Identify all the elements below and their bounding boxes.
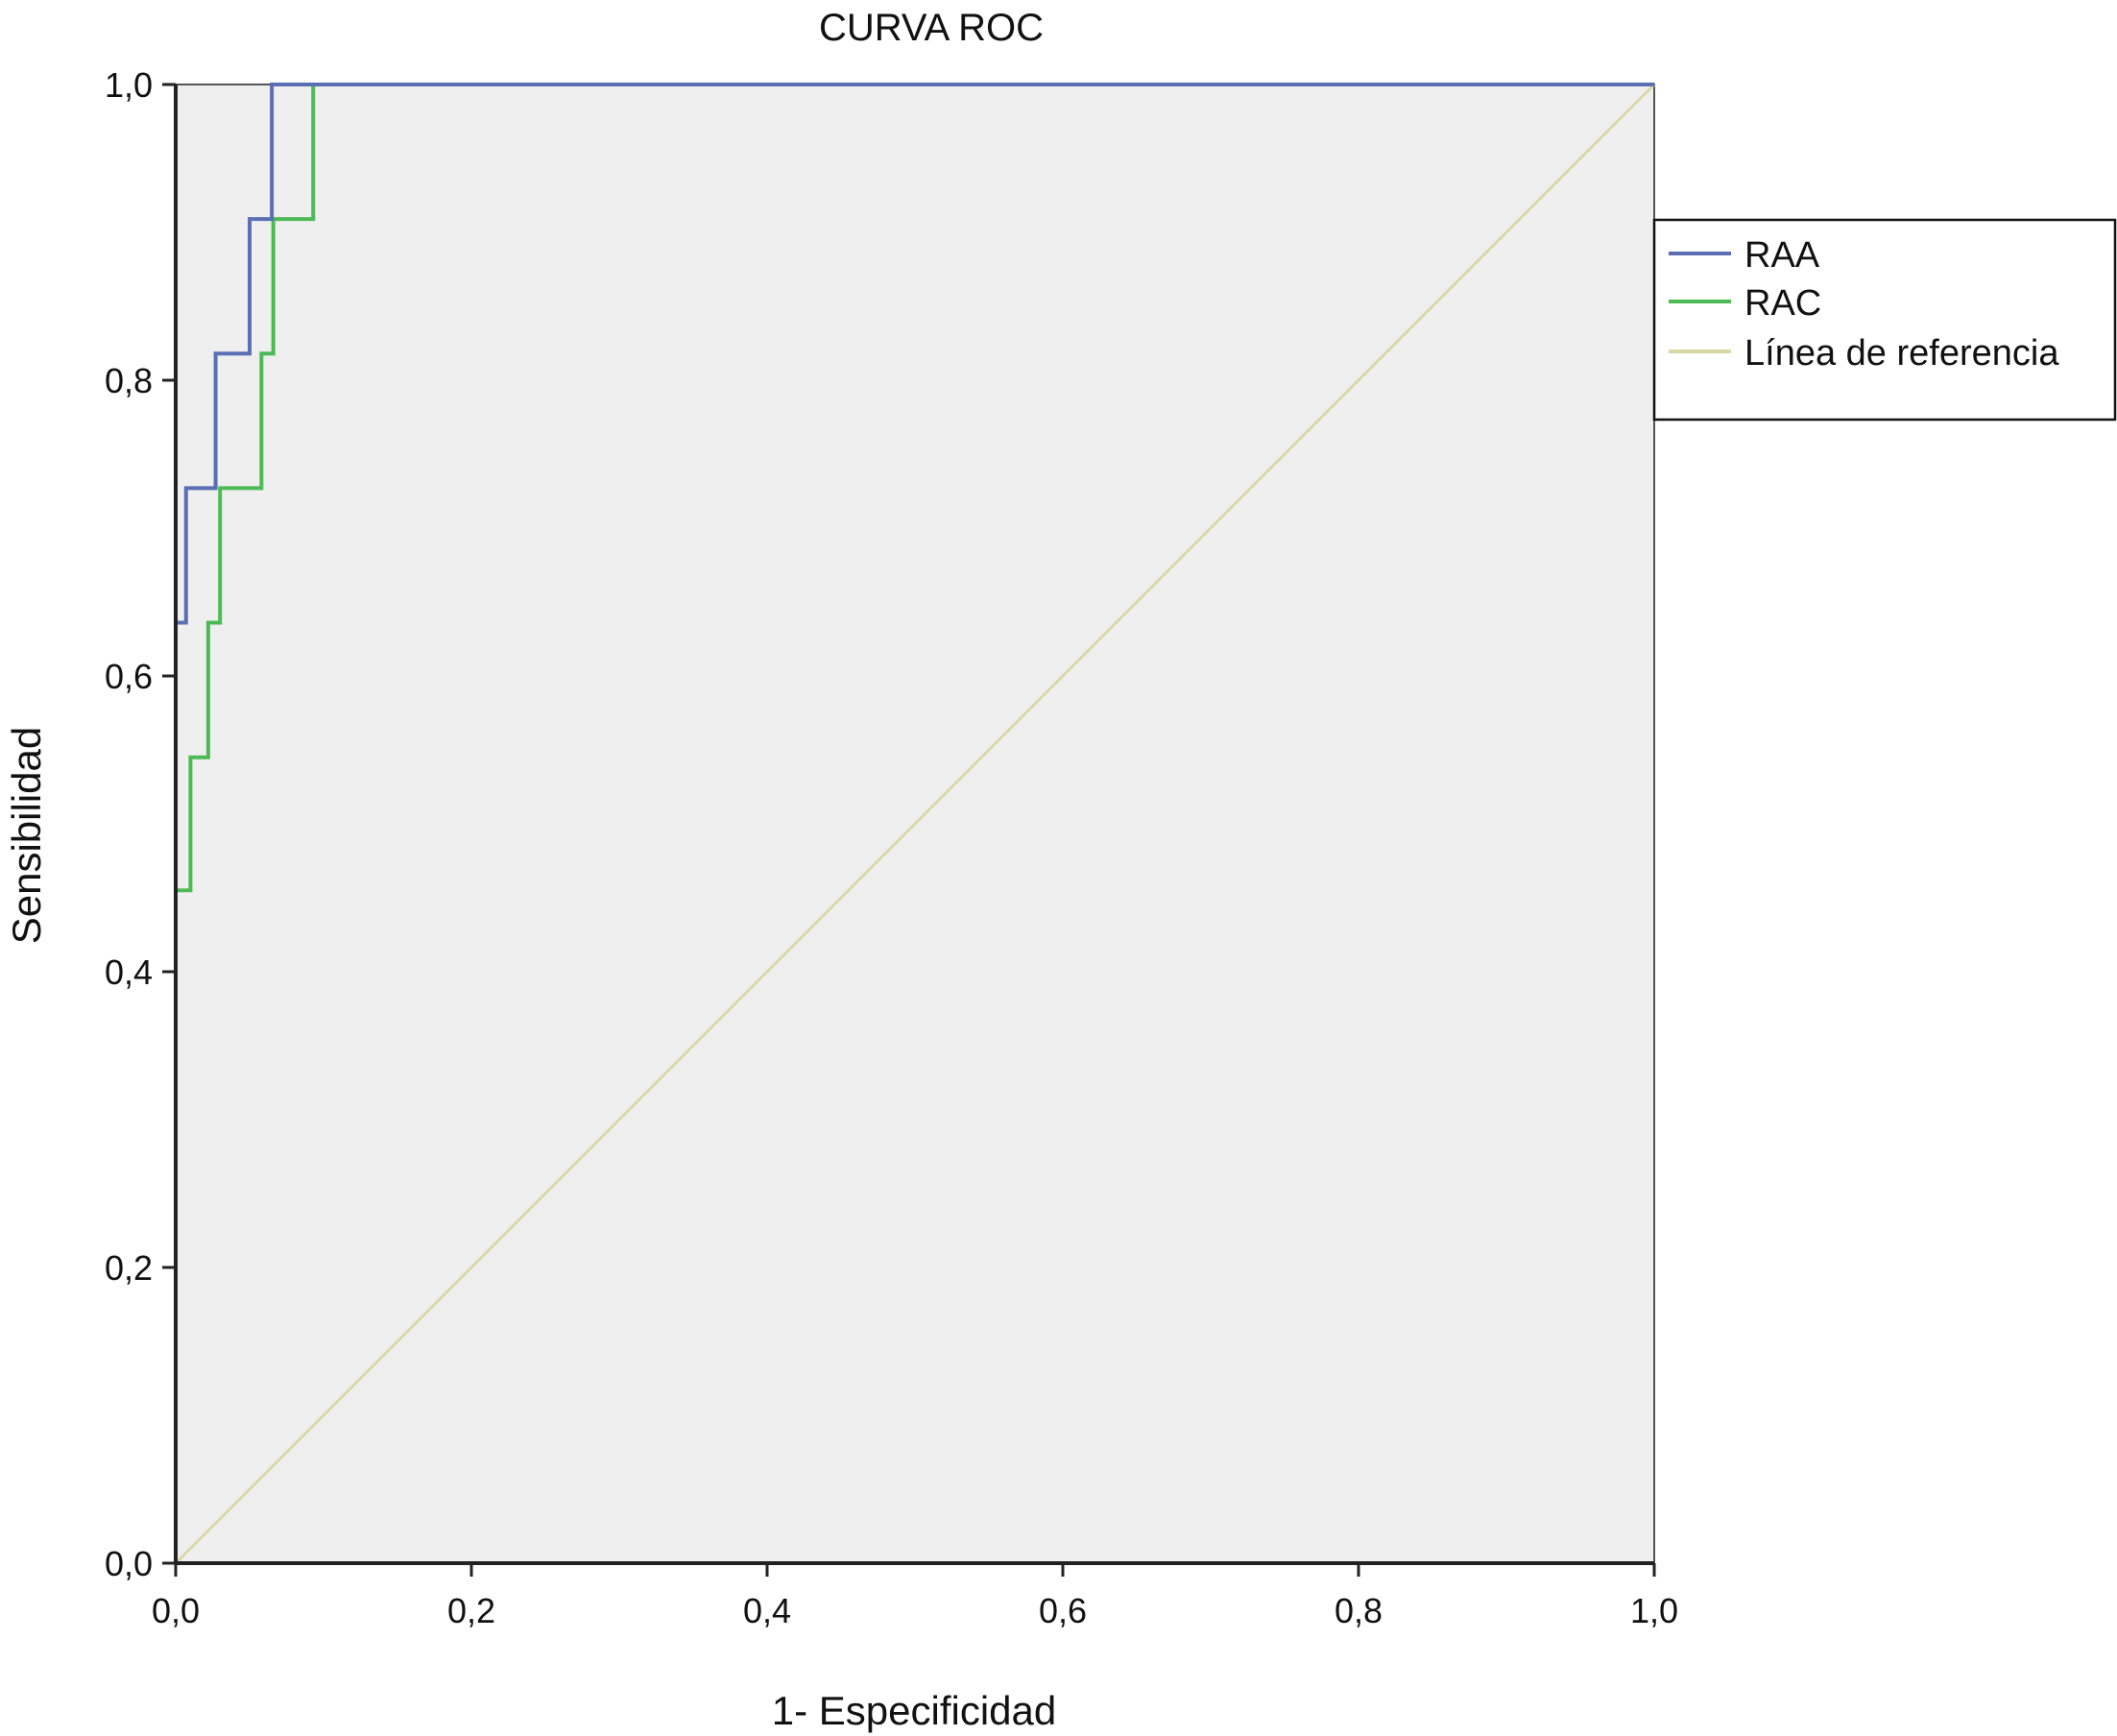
legend-label-rac: RAC [1744, 283, 1821, 324]
y-axis-label: Sensibilidad [4, 727, 49, 945]
chart-title: CURVA ROC [819, 7, 1044, 49]
x-tick-label: 0,0 [152, 1591, 200, 1630]
legend-label-reference: Línea de referencia [1744, 333, 2059, 374]
x-tick-label: 1,0 [1630, 1591, 1678, 1630]
x-tick-label: 0,8 [1335, 1591, 1383, 1630]
reference-line [174, 83, 1656, 1565]
legend-label-raa: RAA [1744, 235, 1820, 276]
rac-curve [174, 83, 1654, 1563]
legend-box [1652, 218, 2117, 422]
y-tick-label: 0,0 [105, 1544, 153, 1583]
x-tick-label: 0,4 [743, 1591, 791, 1630]
y-tick-label: 1,0 [105, 65, 153, 105]
x-axis-label: 1- Especificidad [772, 1688, 1056, 1733]
y-tick-label: 0,2 [105, 1248, 153, 1288]
x-tick-label: 0,2 [447, 1591, 495, 1630]
y-tick-label: 0,4 [105, 952, 153, 992]
y-tick-label: 0,8 [105, 361, 153, 400]
axis-layer: 0,0 0,2 0,4 0,6 0,8 1,0 0,0 0,2 0,4 0,6 0,8 1,0 [105, 65, 1678, 1630]
x-tick-label: 0,6 [1039, 1591, 1087, 1630]
y-tick-label: 0,6 [105, 657, 153, 696]
legend: RAA RAC Línea de referencia [1652, 218, 2117, 422]
